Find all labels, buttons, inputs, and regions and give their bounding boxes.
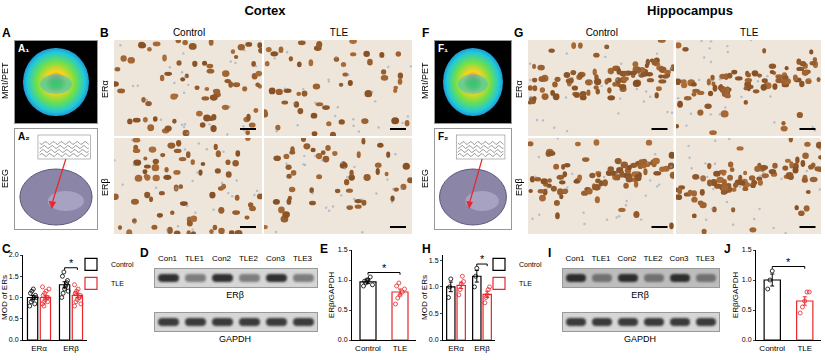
html-text:B: B [100,26,109,40]
html-text:F₁: F₁ [438,43,449,54]
html-text:TLE3: TLE3 [292,254,313,263]
svg-text:1.5: 1.5 [9,273,19,280]
svg-text:*: * [382,262,387,274]
svg-text:0.5: 0.5 [338,306,348,313]
html-text:EEG: EEG [420,168,430,188]
svg-text:1.5: 1.5 [338,246,348,253]
svg-text:0.5: 0.5 [429,310,439,317]
html-text:Con2: Con2 [617,254,637,263]
html-text:TLE1: TLE1 [591,254,611,263]
html-text:A₁: A₁ [18,43,30,54]
svg-text:ERβ: ERβ [63,344,79,353]
svg-text:Control: Control [759,344,785,353]
svg-text:*: * [786,256,791,268]
html-text:ERα: ERα [514,80,524,98]
svg-text:TLE: TLE [797,344,812,353]
html-text:ERβ: ERβ [514,178,524,196]
html-text:TLE2: TLE2 [643,254,663,263]
svg-text:0.5: 0.5 [9,315,19,322]
html-text:D: D [140,246,149,260]
html-text:E: E [320,242,328,256]
html-text:F: F [422,26,430,40]
svg-text:TLE: TLE [393,344,408,353]
svg-text:1.0: 1.0 [742,276,752,283]
html-text:Control: Control [172,27,206,38]
svg-text:ERβ/GAPDH: ERβ/GAPDH [731,272,740,319]
svg-text:0.5: 0.5 [742,306,752,313]
svg-text:MOD of ERs: MOD of ERs [0,275,9,320]
html-text:ERβ: ERβ [631,290,649,300]
html-text:C: C [2,242,11,256]
html-text:TLE2: TLE2 [238,254,259,263]
html-text:A: A [2,26,11,40]
svg-text:0.0: 0.0 [338,336,348,343]
html-text:Con1: Con1 [565,254,585,263]
html-text:Control: Control [585,27,618,38]
html-text:I: I [548,246,552,260]
svg-text:Control: Control [111,261,134,268]
html-text:J: J [724,242,731,256]
svg-text:ERβ: ERβ [474,344,490,353]
html-text:Con3: Con3 [669,254,689,263]
html-text:H: H [422,242,431,256]
html-text:EEG: EEG [0,168,10,188]
svg-text:Control: Control [355,344,381,353]
html-text:ERα: ERα [100,80,110,98]
html-text:ERβ: ERβ [100,178,110,196]
html-text:A₂: A₂ [18,131,30,142]
html-text:F₂: F₂ [438,131,449,142]
svg-text:TLE: TLE [519,280,532,287]
svg-text:*: * [69,257,74,269]
html-text:Con3: Con3 [265,254,286,263]
svg-text:*: * [480,253,485,265]
svg-text:0.0: 0.0 [9,336,19,343]
html-text:TLE1: TLE1 [184,254,205,263]
html-text:GAPDH: GAPDH [624,334,656,344]
html-text:TLE: TLE [740,27,759,38]
svg-text:TLE: TLE [111,280,124,287]
svg-text:1.5: 1.5 [429,257,439,264]
html-text:MRI/PET: MRI/PET [0,62,10,100]
svg-text:1.5: 1.5 [742,246,752,253]
svg-text:Control: Control [519,261,542,268]
html-text:Hippocampus: Hippocampus [647,3,733,18]
html-text:Cortex: Cortex [244,3,286,18]
svg-text:1.0: 1.0 [429,283,439,290]
svg-text:ERα: ERα [448,344,464,353]
html-text:TLE: TLE [329,27,349,38]
svg-text:0.0: 0.0 [742,336,752,343]
html-text:G: G [514,26,524,40]
html-text:Con1: Con1 [157,254,178,263]
svg-text:0.0: 0.0 [429,336,439,343]
html-text:Con2: Con2 [211,254,232,263]
svg-text:MOD of ERs: MOD of ERs [420,275,429,320]
html-text:ERβ: ERβ [226,290,244,300]
svg-text:ERβ/GAPDH: ERβ/GAPDH [327,272,336,319]
html-text:MRI/PET: MRI/PET [420,62,430,100]
svg-text:1.0: 1.0 [9,294,19,301]
html-text:TLE3: TLE3 [695,254,715,263]
svg-text:1.0: 1.0 [338,276,348,283]
svg-text:ERα: ERα [31,344,47,353]
svg-text:2.0: 2.0 [8,251,19,259]
html-text:GAPDH: GAPDH [219,334,251,344]
